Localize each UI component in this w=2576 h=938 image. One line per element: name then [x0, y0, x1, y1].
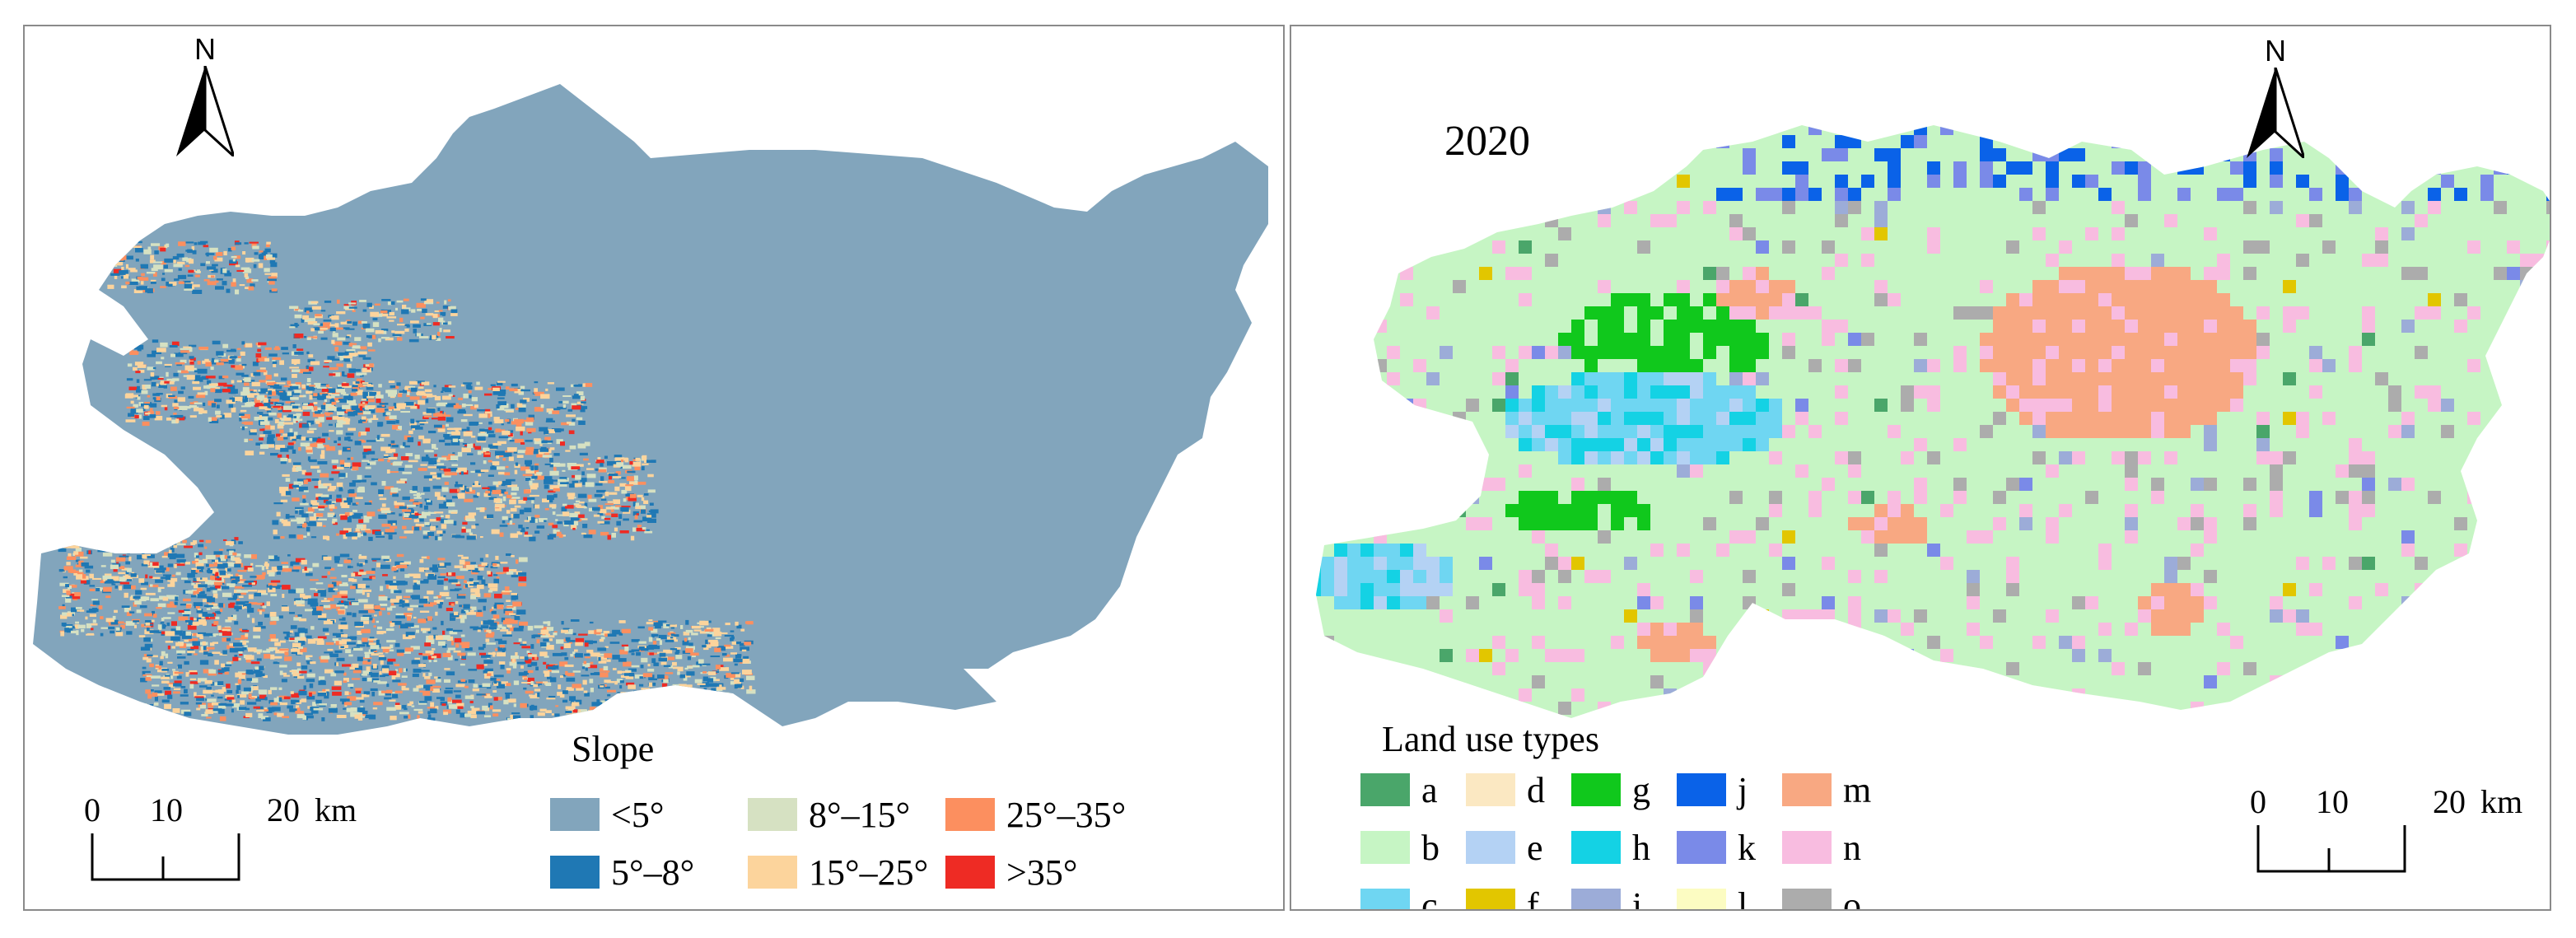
- land-use-legend-label: h: [1632, 827, 1650, 868]
- land-use-legend-swatch: [1677, 831, 1726, 864]
- land-use-legend-item: c: [1360, 884, 1438, 911]
- land-use-legend-item: l: [1677, 884, 1748, 911]
- scale-bar: 0 10 20 km: [58, 791, 357, 889]
- slope-legend-item: 5°–8°: [550, 852, 694, 893]
- land-use-legend-item: f: [1466, 884, 1539, 911]
- slope-legend-label: 5°–8°: [611, 852, 695, 893]
- land-use-legend-title: Land use types: [1382, 719, 1599, 759]
- land-use-map: [1316, 125, 2550, 718]
- scale-unit: km: [2480, 783, 2523, 820]
- slope-legend-swatch: [748, 798, 797, 831]
- land-use-legend-swatch: [1782, 831, 1832, 864]
- land-use-legend-swatch: [1360, 773, 1410, 806]
- land-use-legend-label: o: [1843, 884, 1861, 911]
- land-use-legend-item: h: [1571, 827, 1650, 868]
- slope-legend-label: 8°–15°: [809, 794, 911, 835]
- land-use-legend-label: d: [1527, 769, 1545, 810]
- land-use-legend-label: f: [1527, 884, 1539, 911]
- slope-legend-item: >35°: [945, 852, 1077, 893]
- land-use-legend-swatch: [1782, 889, 1832, 909]
- land-use-legend-label: l: [1738, 884, 1748, 911]
- land-use-legend-item: o: [1782, 884, 1861, 911]
- scale-tick-10: 10: [150, 791, 183, 828]
- land-use-legend-swatch: [1571, 773, 1621, 806]
- slope-legend-title: Slope: [572, 729, 655, 769]
- scale-line: [91, 833, 240, 881]
- land-use-legend-item: k: [1677, 827, 1756, 868]
- land-use-legend-swatch: [1571, 831, 1621, 864]
- scale-tick-20: 20: [267, 791, 300, 828]
- scale-tick-0: 0: [2250, 783, 2266, 820]
- slope-map: [33, 84, 1268, 735]
- land-use-legend-swatch: [1677, 773, 1726, 806]
- north-arrow: N: [176, 32, 237, 161]
- scale-line: [2256, 825, 2406, 873]
- north-arrow-icon: [2247, 67, 2308, 162]
- slope-legend-item: 15°–25°: [748, 852, 928, 893]
- slope-legend-item: <5°: [550, 794, 664, 835]
- land-use-legend-label: b: [1421, 827, 1440, 868]
- land-use-legend-swatch: [1466, 831, 1515, 864]
- north-label-right: N: [2265, 34, 2286, 68]
- land-use-legend-item: n: [1782, 827, 1861, 868]
- land-use-region: [1316, 125, 2550, 718]
- land-use-legend-label: e: [1527, 827, 1543, 868]
- slope-map-panel: N Slope <5° 5°–8° 8°–15° 15°–25° 25°–35° >35°…: [23, 25, 1285, 911]
- slope-legend-item: 25°–35°: [945, 794, 1126, 835]
- slope-legend-label: 15°–25°: [809, 852, 929, 893]
- land-use-legend-label: n: [1843, 827, 1861, 868]
- land-use-legend-swatch: [1571, 889, 1621, 909]
- land-use-legend-swatch: [1466, 773, 1515, 806]
- slope-legend-swatch: [550, 798, 600, 831]
- scale-tick-10: 10: [2316, 783, 2349, 820]
- scale-bar-right: 0 10 20 km: [2230, 782, 2522, 881]
- land-use-legend-label: a: [1421, 769, 1438, 810]
- map-year: 2020: [1444, 118, 1530, 165]
- land-use-legend-swatch: [1466, 889, 1515, 909]
- land-use-legend-item: b: [1360, 827, 1440, 868]
- slope-legend-label: <5°: [611, 794, 665, 835]
- land-use-legend-item: m: [1782, 769, 1871, 810]
- land-use-legend-item: a: [1360, 769, 1438, 810]
- land-use-legend-item: g: [1571, 769, 1650, 810]
- land-use-legend-item: j: [1677, 769, 1748, 810]
- land-use-legend-label: g: [1632, 769, 1650, 810]
- slope-legend-swatch: [945, 798, 995, 831]
- north-label: N: [194, 32, 216, 66]
- scale-unit: km: [315, 791, 357, 828]
- slope-legend-label: >35°: [1006, 852, 1078, 893]
- land-use-legend-item: e: [1466, 827, 1543, 868]
- scale-tick-20: 20: [2433, 783, 2466, 820]
- land-use-legend-swatch: [1360, 889, 1410, 909]
- north-arrow-right: N: [2247, 34, 2308, 162]
- land-use-legend-swatch: [1360, 831, 1410, 864]
- land-use-legend-label: k: [1738, 827, 1756, 868]
- land-use-legend-label: i: [1632, 884, 1643, 911]
- land-use-legend-item: i: [1571, 884, 1643, 911]
- land-use-legend-label: c: [1421, 884, 1438, 911]
- slope-legend-swatch: [748, 856, 797, 889]
- scale-tick-0: 0: [84, 791, 100, 828]
- land-use-legend-label: m: [1843, 769, 1872, 810]
- land-use-legend-swatch: [1782, 773, 1832, 806]
- land-use-legend-label: j: [1738, 769, 1748, 810]
- land-use-legend-swatch: [1677, 889, 1726, 909]
- slope-legend-item: 8°–15°: [748, 794, 910, 835]
- slope-legend-label: 25°–35°: [1006, 794, 1127, 835]
- north-arrow-icon: [176, 65, 237, 161]
- slope-legend-swatch: [550, 856, 600, 889]
- land-use-legend-item: d: [1466, 769, 1545, 810]
- slope-legend-swatch: [945, 856, 995, 889]
- slope-texture: [58, 240, 756, 723]
